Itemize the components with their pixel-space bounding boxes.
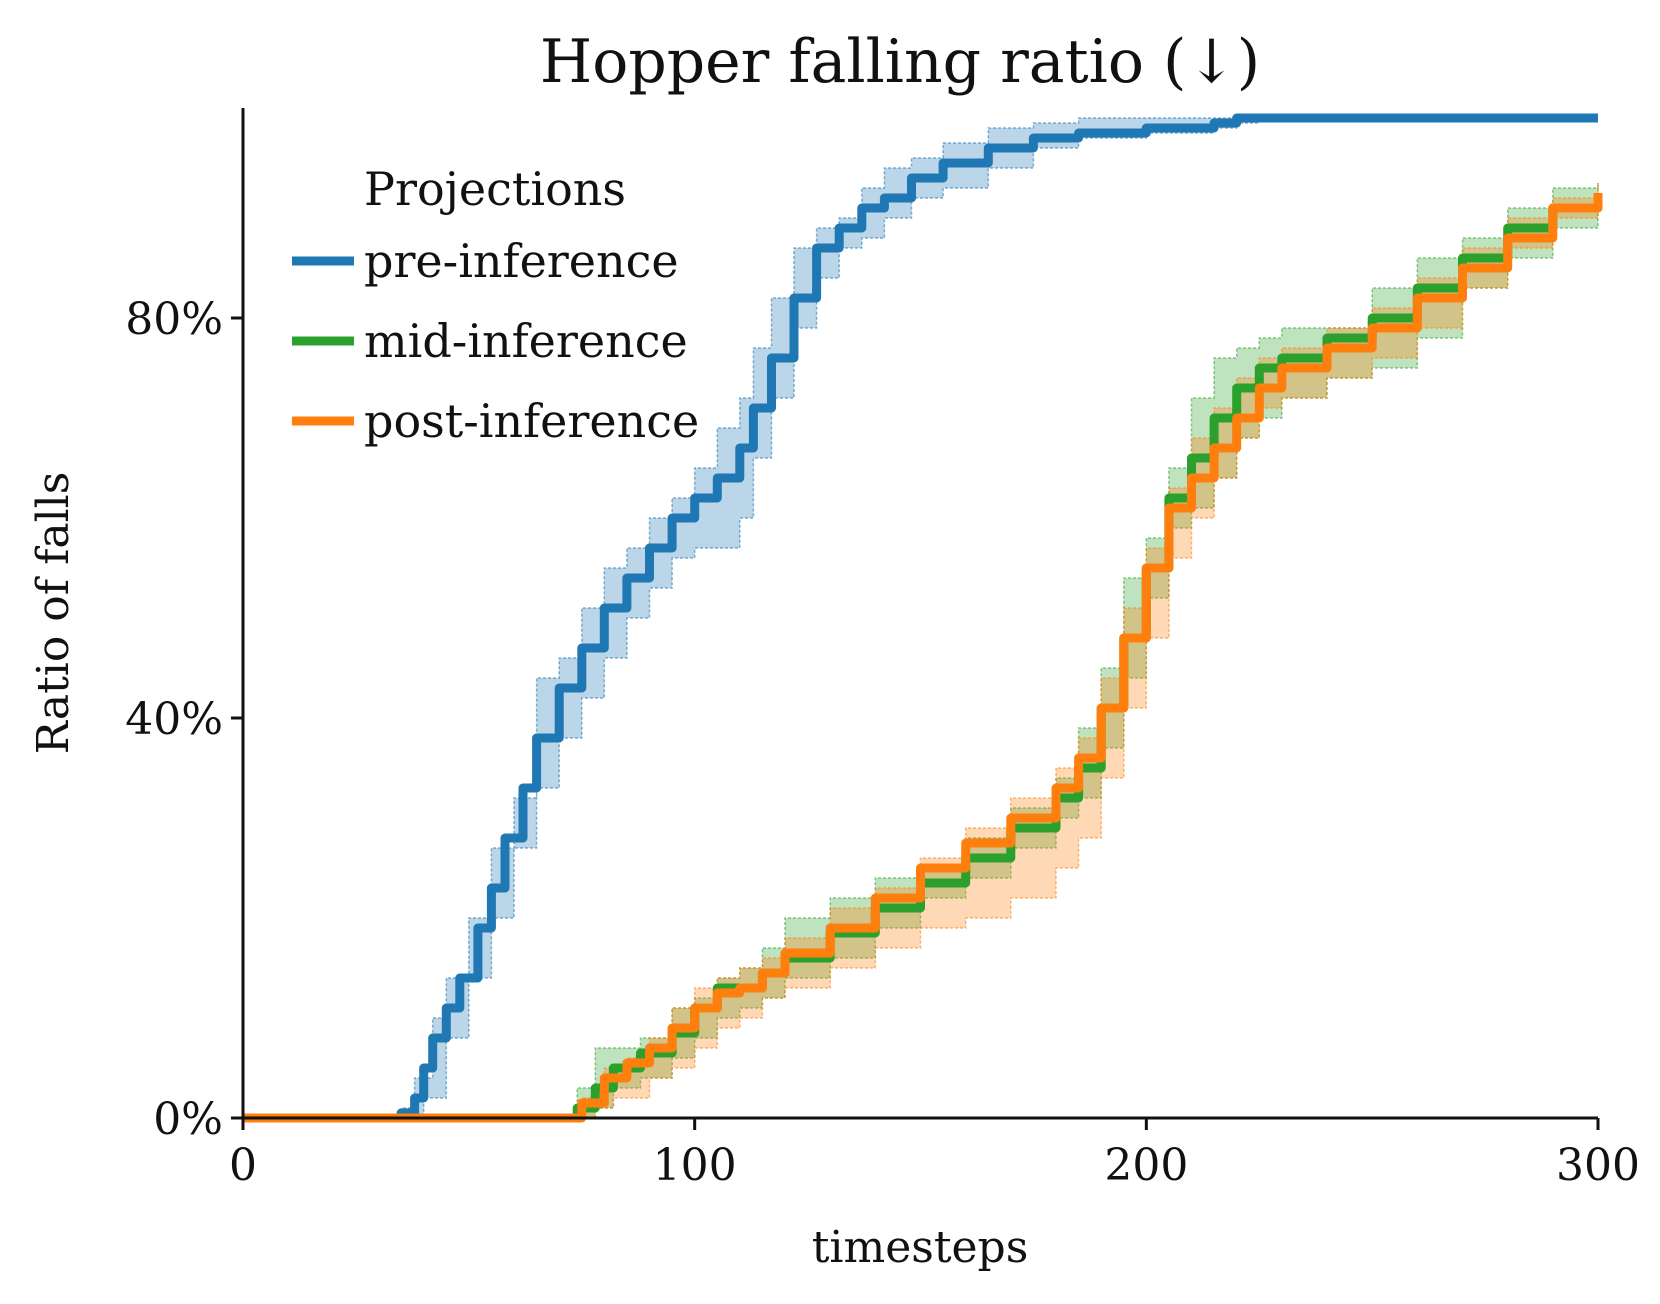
band-pre-inference: [243, 117, 1598, 1119]
x-axis-label: timesteps: [812, 1222, 1029, 1273]
x-tick-label-0: 0: [229, 1140, 257, 1191]
legend-label-post-inference: post-inference: [364, 394, 699, 448]
legend-label-pre-inference: pre-inference: [364, 234, 679, 288]
x-tick-label-300: 300: [1556, 1140, 1640, 1191]
axes: [241, 108, 1598, 1120]
legend-title: Projections: [364, 162, 626, 216]
legend: Projections pre-inference mid-inference po…: [292, 162, 699, 448]
y-tick-label-1: 40%: [125, 694, 223, 745]
series-lines: [243, 113, 1603, 1123]
series-line-post-inference: [243, 193, 1603, 1123]
x-tick-label-100: 100: [653, 1140, 737, 1191]
y-axis-label: Ratio of falls: [28, 472, 79, 755]
series-line-pre-inference: [243, 113, 1598, 1123]
chart-title: Hopper falling ratio (↓): [540, 27, 1260, 97]
x-tick-label-200: 200: [1104, 1140, 1188, 1191]
legend-label-mid-inference: mid-inference: [364, 314, 688, 368]
y-tick-label-2: 80%: [125, 294, 223, 345]
y-tick-label-0: 0%: [153, 1094, 223, 1145]
tick-marks: 0 100 200 300 0% 40% 80%: [125, 294, 1640, 1191]
